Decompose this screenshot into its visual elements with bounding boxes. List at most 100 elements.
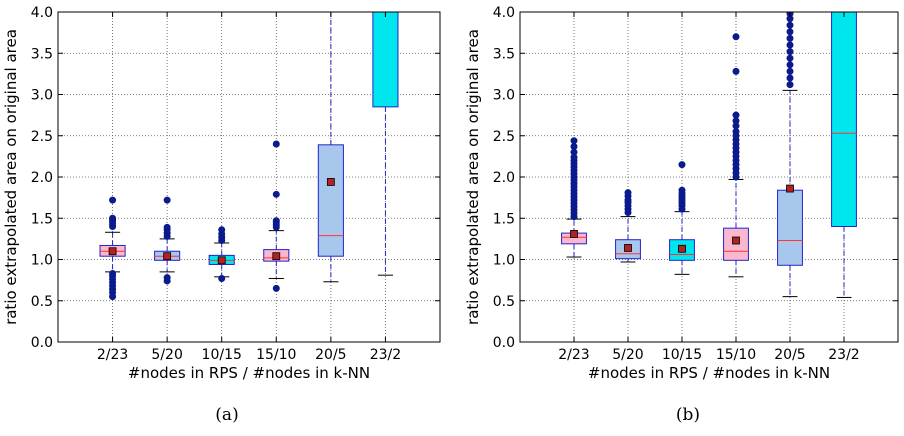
outlier-point: [732, 117, 740, 125]
x-tick-label: 15/10: [256, 347, 296, 363]
outlier-point: [786, 34, 794, 42]
box-15/10: [723, 33, 749, 278]
y-tick-label: 1.0: [493, 253, 515, 269]
outlier-point: [109, 214, 117, 222]
outlier-point: [786, 48, 794, 56]
mean-marker: [108, 247, 117, 256]
x-tick-label: 15/10: [716, 347, 756, 363]
x-tick-label: 5/20: [151, 347, 182, 363]
y-tick-label: 1.5: [31, 211, 53, 227]
x-tick-label: 20/5: [774, 347, 805, 363]
y-tick-label: 2.5: [493, 129, 515, 145]
box-body: [777, 189, 803, 266]
outlier-point: [163, 274, 171, 282]
y-tick-label: 2.5: [31, 129, 53, 145]
outlier-point: [732, 67, 740, 75]
y-axis-label: ratio extrapolated area on original area: [2, 29, 20, 325]
y-tick-label: 3.5: [31, 46, 53, 62]
box-5/20: [615, 189, 641, 263]
mean-marker: [624, 244, 632, 252]
y-tick-label: 4.0: [31, 5, 53, 21]
y-tick-label: 0.0: [31, 335, 53, 351]
y-tick-label: 2.0: [493, 170, 515, 186]
box-body: [831, 12, 857, 227]
outlier-point: [786, 28, 794, 36]
outlier-point: [624, 189, 632, 197]
outlier-point: [732, 111, 740, 119]
outlier-point: [570, 137, 578, 145]
x-tick-label: 2/23: [97, 347, 128, 363]
outlier-point: [163, 223, 171, 231]
y-tick-label: 1.5: [493, 211, 515, 227]
outlier-point: [272, 140, 280, 148]
y-tick-label: 1.0: [31, 253, 53, 269]
outlier-point: [570, 142, 578, 150]
y-tick-label: 0.0: [493, 335, 515, 351]
x-tick-label: 5/20: [612, 347, 643, 363]
x-tick-label: 23/2: [828, 347, 859, 363]
mean-marker: [326, 178, 335, 186]
x-axis-label: #nodes in RPS / #nodes in k-NN: [588, 364, 830, 382]
x-tick-label: 23/2: [370, 347, 401, 363]
outlier-point: [732, 128, 740, 136]
outlier-point: [678, 186, 686, 194]
y-tick-label: 0.5: [31, 294, 53, 310]
y-tick-label: 0.5: [493, 294, 515, 310]
y-tick-label: 4.0: [493, 5, 515, 21]
outlier-point: [732, 33, 740, 41]
y-axis-label: ratio extrapolated area on original area: [464, 29, 482, 325]
box-10/15: [669, 161, 695, 275]
outlier-point: [109, 270, 117, 278]
box-20/5: [777, 12, 803, 298]
x-tick-label: 2/23: [558, 347, 589, 363]
box-10/15: [208, 226, 235, 282]
box-23/2: [831, 12, 857, 298]
outlier-point: [272, 284, 280, 292]
outlier-point: [218, 226, 226, 234]
plot-area: [99, 12, 399, 301]
box-5/20: [154, 196, 181, 285]
y-tick-label: 2.0: [31, 170, 53, 186]
x-axis-label: #nodes in RPS / #nodes in k-NN: [128, 364, 370, 382]
outlier-point: [218, 274, 226, 282]
outlier-point: [786, 21, 794, 29]
mean-marker: [163, 252, 172, 261]
outlier-point: [786, 41, 794, 49]
outlier-point: [272, 217, 280, 225]
box-2/23: [99, 196, 126, 301]
panel-caption: (b): [676, 405, 700, 425]
outlier-point: [570, 148, 578, 156]
box-body: [317, 144, 344, 257]
box-2/23: [561, 137, 587, 258]
x-tick-label: 10/15: [662, 347, 702, 363]
mean-marker: [570, 230, 578, 238]
outlier-point: [786, 67, 794, 75]
plot-area: [561, 12, 857, 298]
outlier-point: [678, 161, 686, 169]
outlier-point: [786, 74, 794, 82]
box-body: [372, 12, 399, 108]
panel-caption: (a): [215, 405, 238, 425]
mean-marker: [217, 256, 226, 265]
chart-panel-b: 0.0 0.5 1.0 1.5 2.0 2.5 3.0 3.5 4.0 2/23 5/20 10/15…: [464, 5, 899, 425]
box-23/2: [372, 12, 399, 276]
outlier-point: [786, 81, 794, 89]
y-tick-label: 3.0: [493, 88, 515, 104]
y-tick-label: 3.5: [493, 46, 515, 62]
mean-marker: [678, 244, 686, 253]
y-tick-label: 3.0: [31, 88, 53, 104]
chart-panel-a: 0.0 0.5 1.0 1.5 2.0 2.5 3.0 3.5 4.0 2/23 5/20 10/15…: [2, 5, 441, 425]
outlier-point: [163, 196, 171, 204]
outlier-point: [786, 54, 794, 62]
outlier-point: [786, 61, 794, 69]
x-tick-label: 10/15: [202, 347, 242, 363]
box-20/5: [317, 12, 344, 283]
mean-marker: [272, 252, 281, 261]
outlier-point: [109, 196, 117, 204]
mean-marker: [732, 236, 740, 245]
mean-marker: [786, 184, 794, 193]
x-tick-label: 20/5: [315, 347, 346, 363]
box-15/10: [263, 140, 290, 292]
